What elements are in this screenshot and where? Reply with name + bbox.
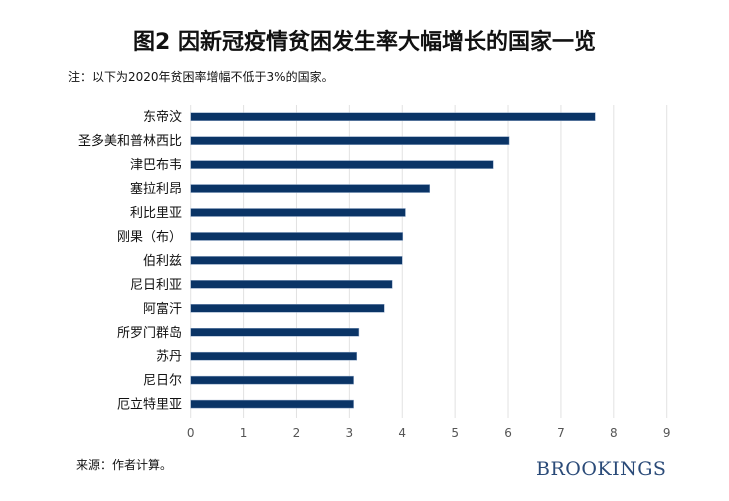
x-tick-label: 9 [663,426,671,440]
category-label: 尼日尔 [143,374,182,389]
bar [190,208,406,217]
category-label: 东帝汶 [143,109,182,125]
bar [190,375,354,385]
bar [190,399,354,409]
category-label: 利比里亚 [130,206,182,221]
category-label: 苏丹 [156,349,182,365]
category-label: 刚果（布） [117,230,182,245]
x-tick-label: 1 [240,426,248,440]
bar [190,256,403,265]
category-label: 津巴布韦 [130,158,182,173]
bar [190,304,385,313]
bar [190,351,358,361]
category-label: 伯利兹 [143,254,182,269]
bar [190,184,431,193]
chart-title: 图2 因新冠疫情贫困发生率大幅增长的国家一览 [133,30,596,55]
chart-note: 注：以下为2020年贫困率增幅不低于3%的国家。 [68,70,334,84]
x-tick-label: 5 [451,426,459,440]
category-label: 尼日利亚 [130,278,182,293]
bar [190,160,494,169]
category-label: 所罗门群岛 [117,325,182,341]
bar [190,136,510,145]
source-note: 来源：作者计算。 [76,458,173,472]
x-tick-label: 6 [504,426,512,440]
x-tick-label: 3 [346,426,354,440]
category-label: 阿富汗 [143,301,182,317]
bar [190,112,596,121]
category-label: 厄立特里亚 [117,398,182,413]
x-tick-label: 4 [398,426,406,440]
x-tick-label: 7 [557,426,565,440]
x-tick-label: 2 [293,426,301,440]
bar [190,280,393,289]
category-label: 圣多美和普林西比 [78,133,182,149]
brookings-logo: BROOKINGS [536,458,667,480]
bar [190,328,360,337]
x-tick-label: 0 [187,426,195,440]
category-label: 塞拉利昂 [130,181,182,197]
x-tick-label: 8 [610,426,618,440]
bar [190,232,404,241]
